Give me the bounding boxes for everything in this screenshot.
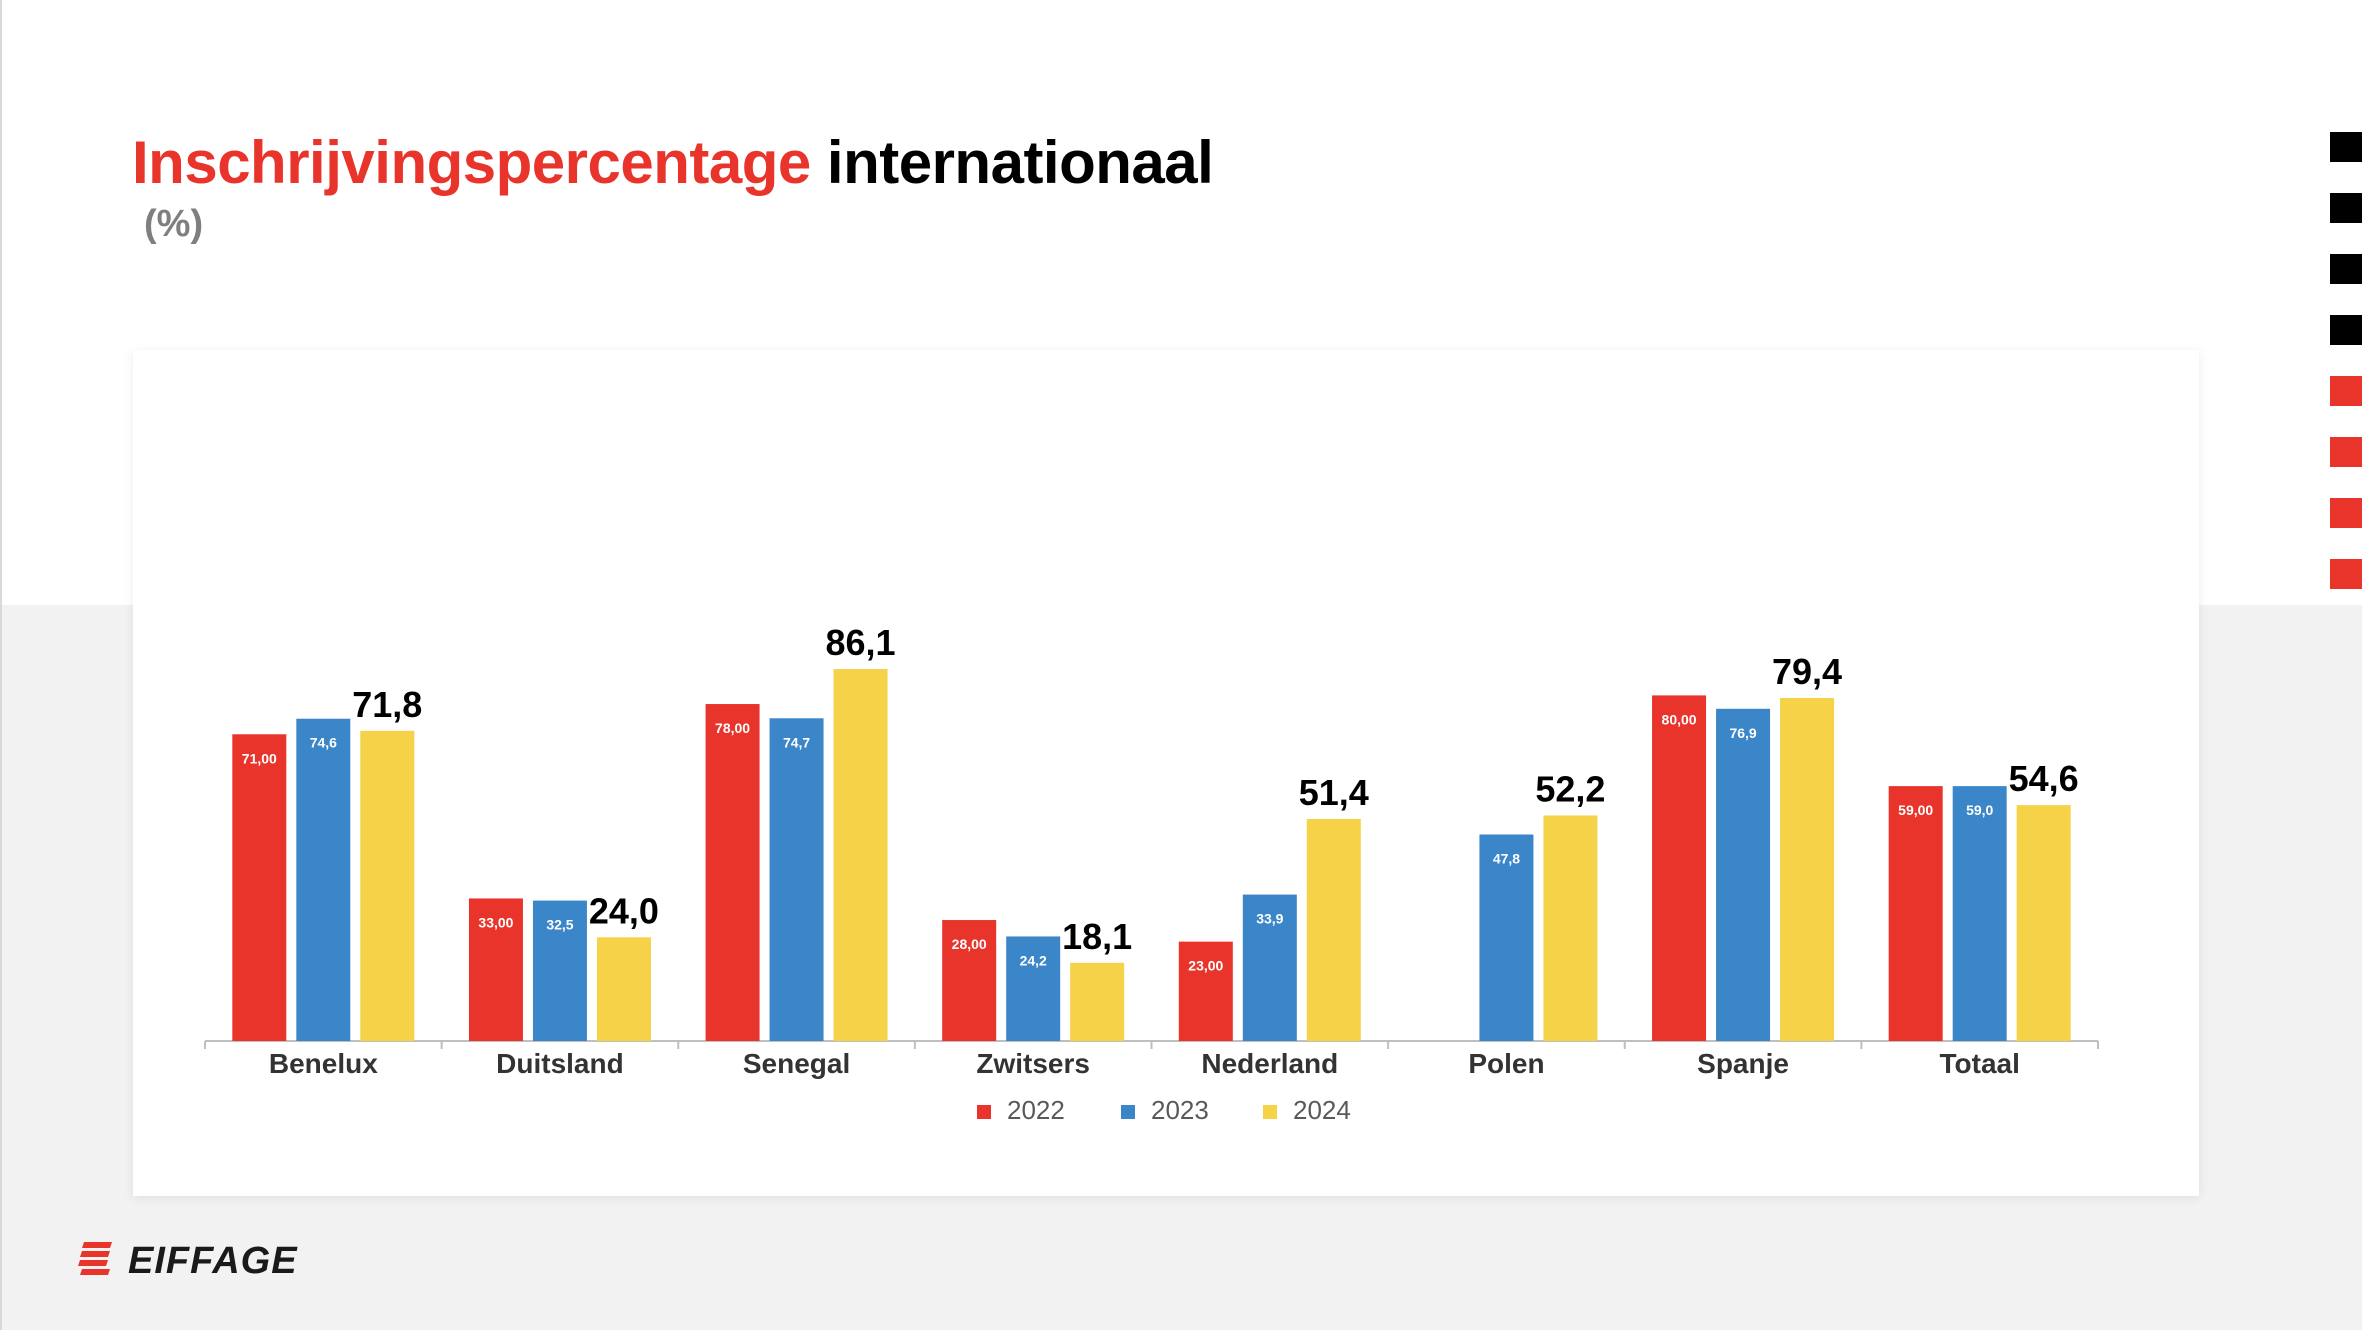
data-label-2024-spanje: 79,4 bbox=[1772, 651, 1842, 692]
x-tick-label-zwitsers: Zwitsers bbox=[976, 1048, 1090, 1079]
data-label-2024-zwitsers: 18,1 bbox=[1062, 916, 1132, 957]
x-tick-label-senegal: Senegal bbox=[743, 1048, 850, 1079]
left-border-line bbox=[0, 0, 2, 1330]
data-label-2024-nederland: 51,4 bbox=[1299, 772, 1369, 813]
legend-swatch-2022 bbox=[977, 1105, 991, 1119]
bar-2023-zwitsers bbox=[1006, 936, 1061, 1041]
page-title: Inschrijvingspercentage internationaal bbox=[132, 128, 1214, 197]
title-rest: internationaal bbox=[826, 129, 1214, 196]
data-label-2022-benelux: 71,00 bbox=[242, 750, 277, 766]
data-label-2024-duitsland: 24,0 bbox=[589, 890, 659, 931]
bar-2022-benelux bbox=[232, 734, 287, 1041]
legend-swatch-2024 bbox=[1263, 1105, 1277, 1119]
data-label-2023-nederland: 33,9 bbox=[1256, 911, 1283, 927]
chart-card: 71,00 74,6 71,8 Benelux 33,00 32,5 24,0 Duitsla… bbox=[133, 350, 2199, 1196]
bar-2024-totaal bbox=[2016, 805, 2071, 1041]
bar-2023-nederland bbox=[1242, 894, 1297, 1041]
title-accent: Inschrijvingspercentage bbox=[132, 129, 811, 196]
data-label-2023-polen: 47,8 bbox=[1493, 851, 1520, 867]
data-label-2024-senegal: 86,1 bbox=[826, 622, 896, 663]
bar-2023-totaal bbox=[1952, 786, 2007, 1041]
legend-swatch-2023 bbox=[1121, 1105, 1135, 1119]
bar-2022-spanje bbox=[1652, 695, 1707, 1041]
data-label-2023-zwitsers: 24,2 bbox=[1020, 952, 1047, 968]
x-tick-label-nederland: Nederland bbox=[1201, 1048, 1338, 1079]
data-label-2022-duitsland: 33,00 bbox=[478, 914, 513, 930]
x-tick-label-polen: Polen bbox=[1468, 1048, 1544, 1079]
side-square-red bbox=[2330, 437, 2362, 467]
bar-2024-zwitsers bbox=[1070, 962, 1125, 1041]
bar-2024-senegal bbox=[833, 669, 888, 1041]
side-square-red bbox=[2330, 498, 2362, 528]
data-label-2023-benelux: 74,6 bbox=[310, 735, 337, 751]
x-tick-label-totaal: Totaal bbox=[1939, 1048, 2019, 1079]
brand-name: EIFFAGE bbox=[128, 1240, 298, 1282]
data-label-2023-spanje: 76,9 bbox=[1729, 725, 1756, 741]
bar-2022-totaal bbox=[1888, 786, 1943, 1041]
page-subtitle: (%) bbox=[144, 203, 204, 245]
side-square-black bbox=[2330, 193, 2362, 223]
x-tick-label-spanje: Spanje bbox=[1697, 1048, 1789, 1079]
bar-2022-duitsland bbox=[468, 898, 523, 1041]
bar-chart: 71,00 74,6 71,8 Benelux 33,00 32,5 24,0 Duitsla… bbox=[204, 622, 2099, 1125]
x-tick-label-duitsland: Duitsland bbox=[496, 1048, 624, 1079]
data-label-2024-benelux: 71,8 bbox=[352, 684, 422, 725]
bar-2024-benelux bbox=[360, 730, 415, 1041]
data-label-2024-polen: 52,2 bbox=[1535, 768, 1605, 809]
data-label-2022-zwitsers: 28,00 bbox=[952, 936, 987, 952]
data-label-2022-spanje: 80,00 bbox=[1662, 711, 1697, 727]
side-square-black bbox=[2330, 315, 2362, 345]
side-square-red bbox=[2330, 559, 2362, 589]
data-label-2023-senegal: 74,7 bbox=[783, 734, 810, 750]
data-label-2024-totaal: 54,6 bbox=[2009, 758, 2079, 799]
data-label-2023-totaal: 59,0 bbox=[1966, 802, 1993, 818]
legend-label-2023: 2023 bbox=[1151, 1095, 1209, 1125]
bar-2023-benelux bbox=[296, 718, 351, 1041]
side-square-black bbox=[2330, 132, 2362, 162]
legend-label-2024: 2024 bbox=[1293, 1095, 1351, 1125]
legend-label-2022: 2022 bbox=[1007, 1095, 1065, 1125]
side-square-red bbox=[2330, 376, 2362, 406]
x-tick-label-benelux: Benelux bbox=[269, 1048, 378, 1079]
bar-2022-senegal bbox=[705, 704, 760, 1041]
bar-2024-polen bbox=[1543, 815, 1598, 1041]
bar-2023-spanje bbox=[1716, 708, 1771, 1041]
bar-2023-duitsland bbox=[532, 900, 587, 1041]
bar-2023-polen bbox=[1479, 834, 1534, 1041]
data-label-2022-nederland: 23,00 bbox=[1188, 958, 1223, 974]
side-square-black bbox=[2330, 254, 2362, 284]
bar-2022-nederland bbox=[1178, 941, 1233, 1041]
data-label-2022-senegal: 78,00 bbox=[715, 720, 750, 736]
eiffage-logo-icon bbox=[78, 1242, 112, 1275]
bar-2023-senegal bbox=[769, 718, 824, 1041]
bar-2024-spanje bbox=[1780, 697, 1835, 1041]
bar-2024-nederland bbox=[1306, 818, 1361, 1041]
bar-2022-zwitsers bbox=[942, 920, 997, 1041]
data-label-2022-totaal: 59,00 bbox=[1898, 802, 1933, 818]
data-label-2023-duitsland: 32,5 bbox=[546, 917, 573, 933]
bar-2024-duitsland bbox=[596, 937, 651, 1041]
